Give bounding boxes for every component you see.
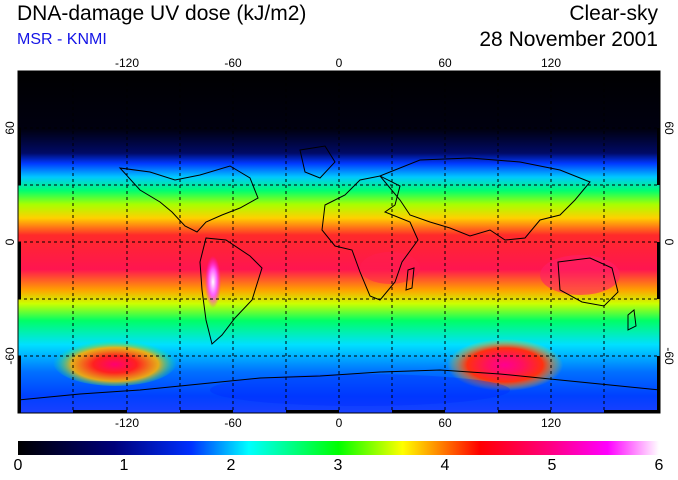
greenland-outline xyxy=(299,145,336,179)
lon-tick-bottom: 120 xyxy=(541,416,561,430)
coastlines xyxy=(18,145,660,401)
colorbar xyxy=(18,441,659,455)
lon-tick-top: 60 xyxy=(438,56,452,70)
new-zealand-outline xyxy=(627,309,637,331)
colorbar-label: 2 xyxy=(226,457,236,474)
colorbar-label: 3 xyxy=(333,457,343,474)
frame-scale-bars xyxy=(18,71,660,413)
lat-tick-right: 60 xyxy=(662,121,676,135)
colorbar-label: 4 xyxy=(440,457,450,474)
madagascar-outline xyxy=(405,267,415,291)
lat-tick-left: 0 xyxy=(3,238,17,245)
asia-outline xyxy=(379,157,591,241)
lat-tick-left: 60 xyxy=(3,121,17,135)
lat-tick-right: -60 xyxy=(662,347,676,365)
australia-outline xyxy=(557,257,619,307)
colorbar-label: 1 xyxy=(119,457,129,474)
colorbar-label: 0 xyxy=(13,457,23,474)
date-label: 28 November 2001 xyxy=(479,28,658,51)
colorbar-label: 6 xyxy=(654,457,664,474)
source-label: MSR - KNMI xyxy=(17,31,107,48)
sky-condition-label: Clear-sky xyxy=(569,2,658,25)
lon-tick-bottom: 60 xyxy=(438,416,452,430)
lat-tick-left: -60 xyxy=(3,347,17,365)
lon-tick-bottom: -60 xyxy=(224,416,242,430)
lon-tick-top: -120 xyxy=(115,56,139,70)
antarctica-outline xyxy=(18,369,660,401)
lon-tick-top: 120 xyxy=(541,56,561,70)
lat-tick-right: 0 xyxy=(662,239,676,246)
lon-tick-top: -60 xyxy=(224,56,242,70)
lon-tick-top: 0 xyxy=(336,56,343,70)
lon-tick-bottom: 0 xyxy=(336,416,343,430)
map-title: DNA-damage UV dose (kJ/m2) xyxy=(17,2,307,25)
south-america-outline xyxy=(199,237,263,345)
north-america-outline xyxy=(118,165,259,233)
lon-tick-bottom: -120 xyxy=(115,416,139,430)
colorbar-label: 5 xyxy=(547,457,557,474)
graticule xyxy=(18,71,660,413)
europe-africa-outline xyxy=(321,175,419,301)
